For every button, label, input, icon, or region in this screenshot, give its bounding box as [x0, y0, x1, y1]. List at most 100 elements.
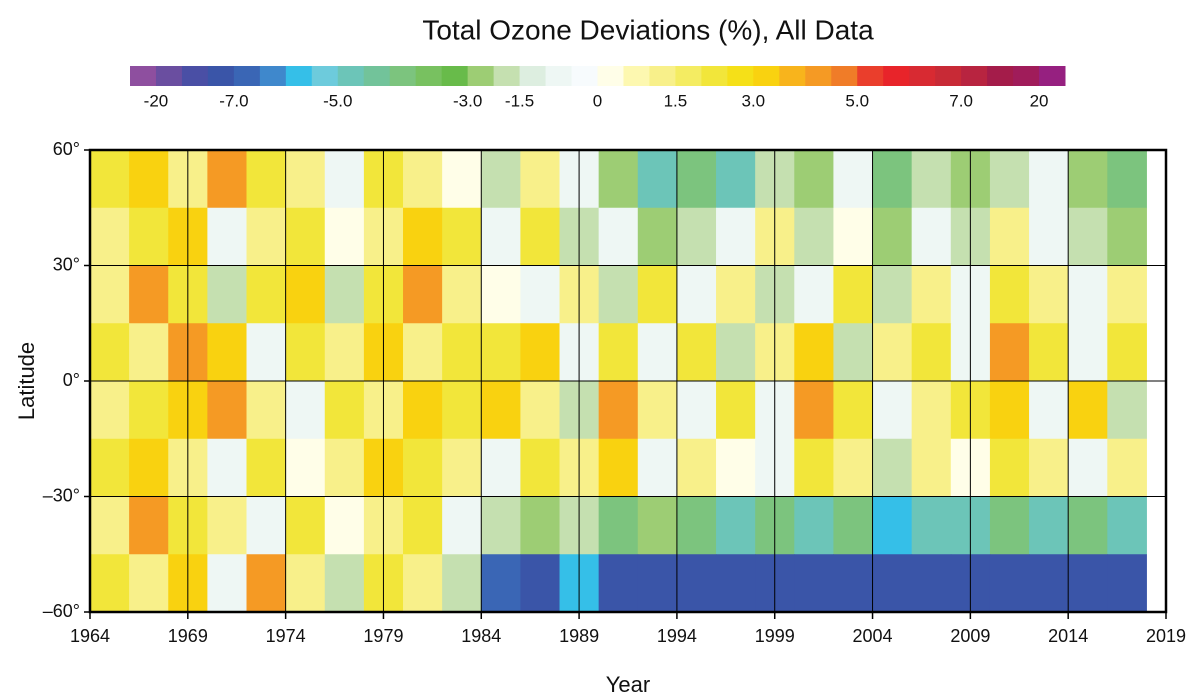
colorbar-tick-label: 1.5	[664, 91, 688, 110]
heatmap-cell	[403, 207, 443, 266]
heatmap-cell	[481, 381, 521, 440]
heatmap-cell	[246, 265, 287, 324]
heatmap-cell	[989, 265, 1030, 324]
colorbar-swatch	[805, 66, 832, 86]
heatmap-cell	[794, 265, 834, 324]
colorbar-swatch	[441, 66, 469, 86]
colorbar-swatch	[155, 66, 183, 86]
x-tick-label: 2014	[1048, 626, 1088, 646]
heatmap-cell	[442, 381, 482, 440]
heatmap-cell	[872, 438, 913, 497]
heatmap-cell	[598, 381, 639, 440]
heatmap-cell	[246, 496, 287, 555]
heatmap-cell	[520, 323, 561, 382]
colorbar-swatch	[259, 66, 287, 86]
heatmap-cell	[794, 496, 834, 555]
heatmap-cell	[481, 323, 521, 382]
colorbar-swatch	[415, 66, 443, 86]
heatmap-cell	[129, 381, 169, 440]
heatmap-cell	[1107, 207, 1147, 266]
heatmap-cell	[1107, 496, 1147, 555]
heatmap-cell	[246, 554, 287, 613]
heatmap-cell	[598, 496, 639, 555]
heatmap-cell	[403, 150, 443, 209]
y-tick-label: 60°	[53, 139, 80, 159]
heatmap-cell	[324, 381, 365, 440]
heatmap-cell	[324, 496, 365, 555]
heatmap-cell	[90, 323, 130, 382]
heatmap-cell	[716, 554, 756, 613]
heatmap-cell	[285, 381, 326, 440]
heatmap-cell	[403, 265, 443, 324]
colorbar-tick-label: -3.0	[453, 91, 482, 110]
heatmap-cell	[285, 150, 326, 209]
heatmap-cell	[481, 438, 521, 497]
colorbar-tick-label: 5.0	[845, 91, 869, 110]
heatmap-cell	[481, 265, 521, 324]
heatmap-cell	[90, 207, 130, 266]
heatmap-cell	[207, 150, 248, 209]
heatmap-cell	[90, 496, 130, 555]
colorbar-tick-label: 7.0	[949, 91, 973, 110]
colorbar-tick-label: -7.0	[219, 91, 248, 110]
heatmap-cell	[403, 554, 443, 613]
heatmap-cell	[716, 265, 756, 324]
heatmap-cell	[90, 554, 130, 613]
x-tick-label: 1984	[461, 626, 501, 646]
x-tick-label: 1989	[559, 626, 599, 646]
plot-frame	[88, 148, 1168, 614]
heatmap-cell	[911, 207, 952, 266]
colorbar-tick-label: 0	[593, 91, 602, 110]
heatmap-cell	[676, 323, 717, 382]
heatmap-cell	[989, 323, 1030, 382]
heatmap-cell	[442, 207, 482, 266]
heatmap-cell	[403, 496, 443, 555]
heatmap-cell	[207, 554, 248, 613]
heatmap-cell	[481, 207, 521, 266]
heatmap-cell	[716, 496, 756, 555]
heatmap-cell	[442, 438, 482, 497]
heatmap-cell	[1068, 207, 1108, 266]
heatmap-cell	[1029, 438, 1069, 497]
heatmap-cell	[324, 323, 365, 382]
colorbar-swatch	[675, 66, 702, 86]
heatmap-cell	[716, 381, 756, 440]
heatmap-cell	[1068, 381, 1108, 440]
colorbar-swatch	[701, 66, 728, 86]
heatmap-cell	[520, 496, 561, 555]
colorbar-swatch	[571, 66, 598, 86]
heatmap-cell	[207, 323, 248, 382]
heatmap-cell	[716, 150, 756, 209]
heatmap-cell	[129, 207, 169, 266]
heatmap-cell	[129, 554, 169, 613]
heatmap-cell	[676, 265, 717, 324]
x-tick-label: 1969	[168, 626, 208, 646]
heatmap-cell	[324, 150, 365, 209]
y-axis-label: Latitude	[14, 342, 39, 420]
colorbar-swatch	[363, 66, 391, 86]
heatmap-cell	[1068, 150, 1108, 209]
heatmap-cell	[285, 438, 326, 497]
heatmap-cell	[794, 438, 834, 497]
colorbar-swatch	[1013, 66, 1040, 86]
heatmap-cell	[911, 554, 952, 613]
heatmap-cell	[872, 381, 913, 440]
heatmap-cell	[637, 496, 678, 555]
heatmap-cell	[1068, 496, 1108, 555]
heatmap-cell	[403, 381, 443, 440]
colorbar-swatch	[727, 66, 754, 86]
heatmap-cell	[637, 150, 678, 209]
heatmap-cell	[481, 496, 521, 555]
heatmap-cell	[716, 323, 756, 382]
heatmap-cell	[246, 150, 287, 209]
heatmap-cell	[246, 323, 287, 382]
heatmap-cell	[637, 554, 678, 613]
heatmap-cell	[1107, 438, 1147, 497]
heatmap-cell	[207, 438, 248, 497]
heatmap-cell	[989, 438, 1030, 497]
heatmap-cell	[833, 496, 874, 555]
heatmap-cell	[246, 381, 287, 440]
heatmap-cell	[246, 438, 287, 497]
heatmap-cell	[520, 207, 561, 266]
